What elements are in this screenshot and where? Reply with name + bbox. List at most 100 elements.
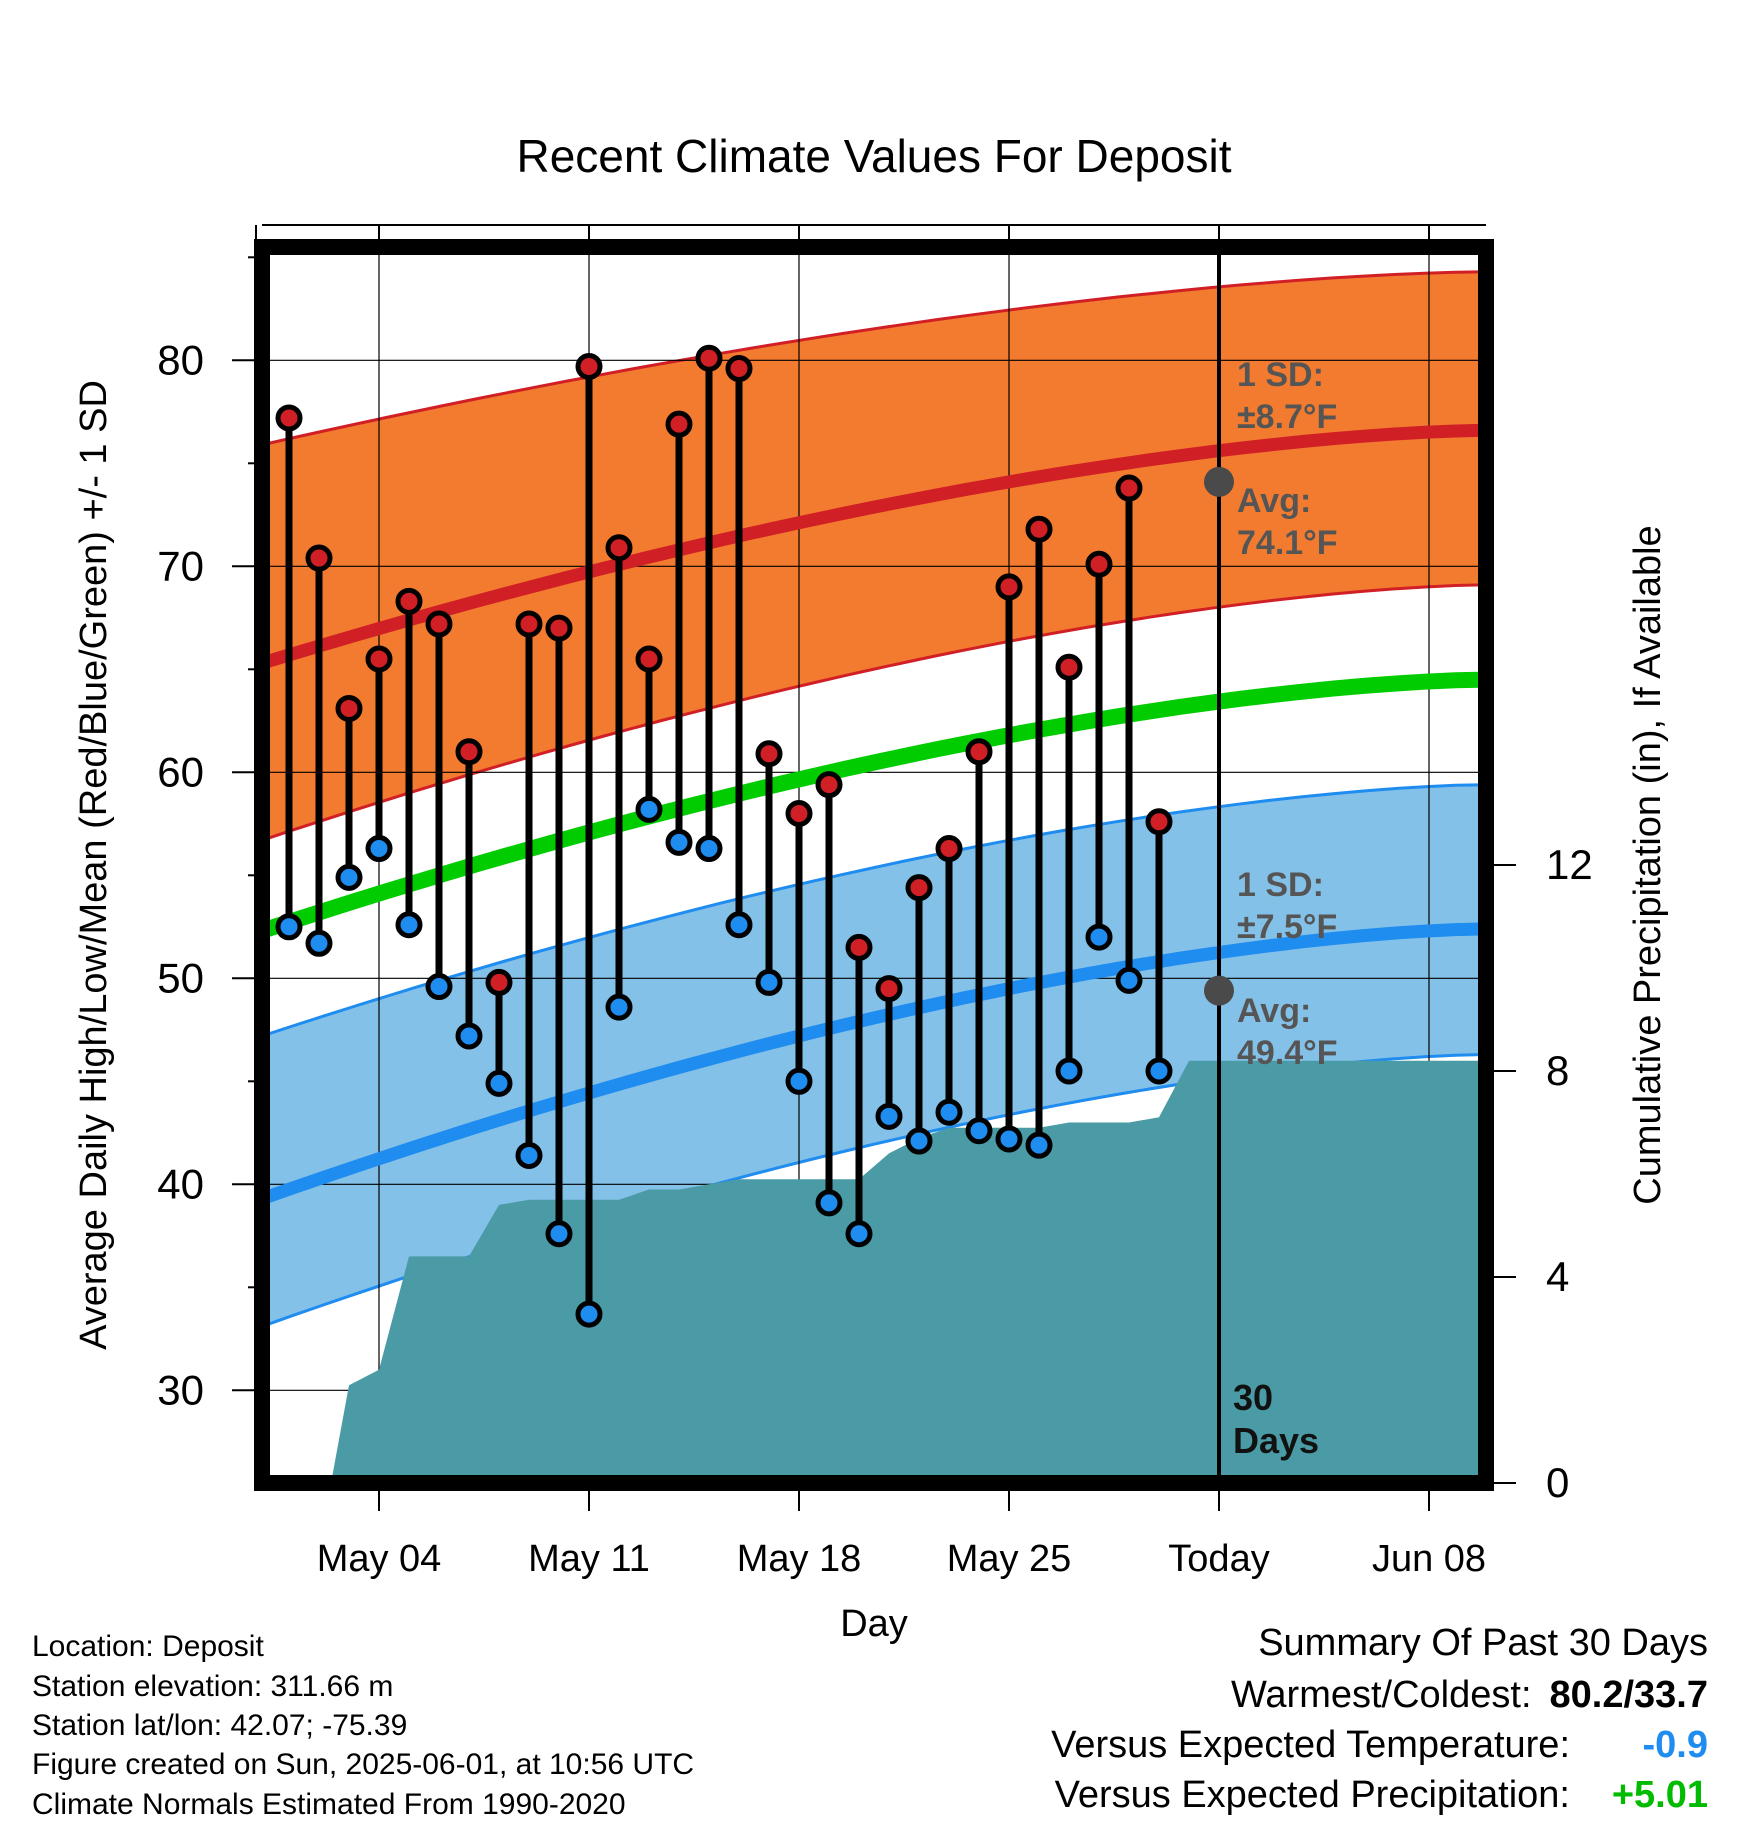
daily-low-point [1085,923,1113,951]
daily-low-point [365,835,393,863]
summary-temperature: Versus Expected Temperature: -0.9 [1051,1724,1708,1767]
daily-high-point [575,352,603,380]
temp-value: -0.9 [1642,1724,1708,1766]
daily-high-point [515,610,543,638]
low-sd-value: ±7.5°F [1237,908,1337,946]
y-axis-label: Average Daily High/Low/Mean (Red/Blue/Gr… [73,380,115,1350]
daily-low-point [305,929,333,957]
y2-tick-label: 12 [1546,841,1593,888]
daily-high-point [995,573,1023,601]
created-text: Figure created on Sun, 2025-06-01, at 10… [32,1748,695,1781]
daily-high-point [785,800,813,827]
daily-low-point [1115,966,1143,994]
daily-low-point [725,911,753,939]
daily-high-point [815,771,843,799]
high-sd-value: ±8.7°F [1237,398,1337,436]
daily-low-point [695,835,723,863]
daily-high-point [365,645,393,673]
y2-tick-label: 0 [1546,1459,1569,1506]
daily-low-point [935,1098,963,1126]
daily-low-point [425,973,453,1001]
daily-high-point [665,410,693,438]
daily-high-point [1055,653,1083,681]
daily-high-point [395,587,423,615]
y-tick-label: 30 [157,1366,204,1413]
x-tick-label: May 11 [528,1538,650,1580]
normal-low-line [259,922,1487,1205]
x-tick-label: Jun 08 [1372,1538,1486,1580]
daily-high-point [1115,474,1143,502]
daily-high-point [695,344,723,372]
location-text: Location: Deposit [32,1630,264,1663]
daily-high-point [305,544,333,572]
daily-low-point [395,911,423,939]
daily-low-point [275,913,303,941]
low-avg-value: 49.4°F [1237,1034,1338,1072]
normals-text: Climate Normals Estimated From 1990-2020 [32,1788,626,1821]
y2-tick-label: 8 [1546,1047,1569,1094]
daily-high-point [965,738,993,766]
y-tick-label: 70 [157,542,204,589]
x-tick-label: Today [1168,1538,1269,1580]
daily-high-point [845,933,873,961]
daily-low-point [515,1141,543,1169]
daily-low-point [845,1220,873,1248]
low-avg-label: Avg: [1237,992,1311,1030]
daily-high-point [605,534,633,562]
x-tick-label: May 25 [947,1538,1072,1580]
daily-high-point [1145,808,1173,836]
daily-high-point [905,874,933,902]
precip-value: +5.01 [1611,1774,1708,1816]
daily-low-point [1055,1057,1083,1085]
y-tick-label: 60 [157,748,204,795]
summary-precipitation: Versus Expected Precipitation: +5.01 [1055,1774,1708,1817]
daily-low-point [995,1125,1023,1153]
high-sd-band [262,271,1486,841]
daily-low-point [545,1220,573,1248]
daily-low-point [635,795,663,823]
y-tick-label: 40 [157,1160,204,1207]
today-high-avg-marker [1204,466,1234,497]
daily-high-point [635,645,663,673]
summary-warmest: Warmest/Coldest: 80.2/33.7 [1231,1674,1708,1717]
temp-label: Versus Expected Temperature: [1051,1724,1570,1766]
precipitation-area [262,1060,1486,1483]
daily-low-point [785,1067,813,1095]
daily-low-point [755,968,783,996]
chart-title: Recent Climate Values For Deposit [517,130,1232,182]
today-days-number: 30 [1233,1377,1273,1418]
y2-axis-label: Cumulative Precipitation (in), If Availa… [1627,525,1669,1204]
daily-low-point [965,1117,993,1145]
daily-low-point [455,1022,483,1050]
daily-low-point [665,828,693,856]
low-sd-band [262,784,1486,1327]
x-tick-label: May 04 [317,1538,442,1580]
daily-high-point [425,610,453,638]
daily-high-point [1085,550,1113,578]
y2-tick-label: 4 [1546,1253,1569,1300]
daily-low-point [875,1102,903,1130]
daily-low-point [605,993,633,1021]
daily-low-point [485,1069,513,1097]
normal-high-line [260,423,1487,670]
today-low-avg-marker [1204,975,1234,1006]
warmest-value: 80.2/33.7 [1549,1674,1708,1716]
x-tick-label: May 18 [737,1538,862,1580]
daily-high-point [455,738,483,766]
daily-low-point [905,1127,933,1155]
daily-high-point [755,740,783,768]
daily-low-point [335,863,363,891]
daily-high-point [275,404,303,432]
low-sd-label: 1 SD: [1237,866,1324,904]
plot-frame [254,239,1494,1491]
daily-low-point [575,1300,603,1328]
daily-high-point [485,968,513,996]
x-axis-label: Day [840,1603,908,1645]
precip-label: Versus Expected Precipitation: [1054,1774,1570,1816]
high-sd-label: 1 SD: [1237,356,1324,394]
daily-high-point [725,355,753,383]
daily-high-point [875,975,903,1003]
summary-title: Summary Of Past 30 Days [1258,1622,1708,1664]
high-sd-band-upper-edge [261,270,1487,447]
